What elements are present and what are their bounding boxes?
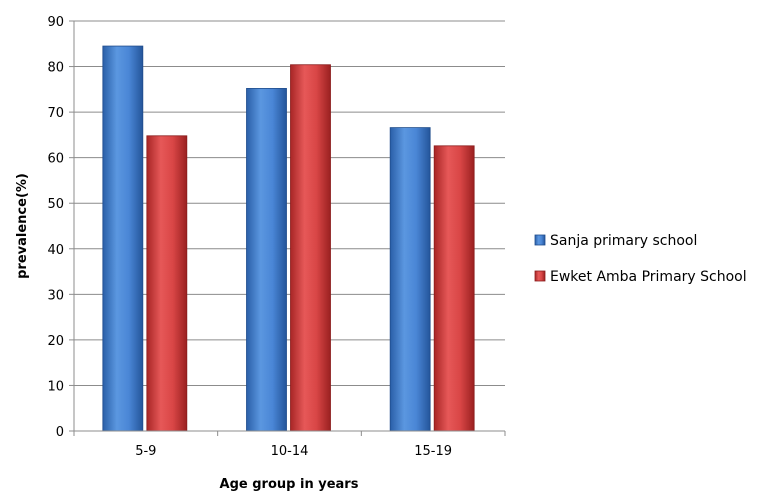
y-tick-label: 50 [47,197,64,212]
y-tick-label: 80 [47,61,64,76]
y-axis-title: prevalence(%) [15,173,30,279]
y-tick-label: 40 [47,243,64,258]
legend-label: Ewket Amba Primary School [550,269,747,285]
y-tick-label: 10 [47,379,64,394]
gridlines [74,20,505,386]
x-tick-label: 5-9 [135,444,156,459]
bar-sanja-primary-school-10-14 [246,88,287,432]
x-tick-labels: 5-9 10-14 15-19 [135,444,452,459]
y-tick-label: 70 [47,106,64,121]
bar-ewket-amba-primary-school-15-19 [433,145,475,432]
y-tick-labels: 0 10 20 30 40 50 60 70 80 90 [47,15,64,440]
x-axis-title: Age group in years [220,477,359,492]
bar-ewket-amba-primary-school-5-9 [146,135,188,432]
y-tick-label: 90 [47,15,64,30]
bar-sanja-primary-school-5-9 [102,45,144,432]
legend-label: Sanja primary school [550,233,697,249]
y-tick-label: 0 [56,425,64,440]
axes [69,20,506,436]
y-tick-label: 20 [47,334,64,349]
x-tick-label: 10-14 [271,444,309,459]
y-tick-label: 60 [47,152,64,167]
bars [102,45,475,432]
bar-ewket-amba-primary-school-10-14 [290,64,331,432]
x-tick-label: 15-19 [414,444,452,459]
y-tick-label: 30 [47,288,64,303]
legend: Sanja primary school Ewket Amba Primary S… [534,233,747,285]
legend-swatch [534,234,546,246]
bar-sanja-primary-school-15-19 [389,127,431,432]
legend-swatch [534,270,546,282]
